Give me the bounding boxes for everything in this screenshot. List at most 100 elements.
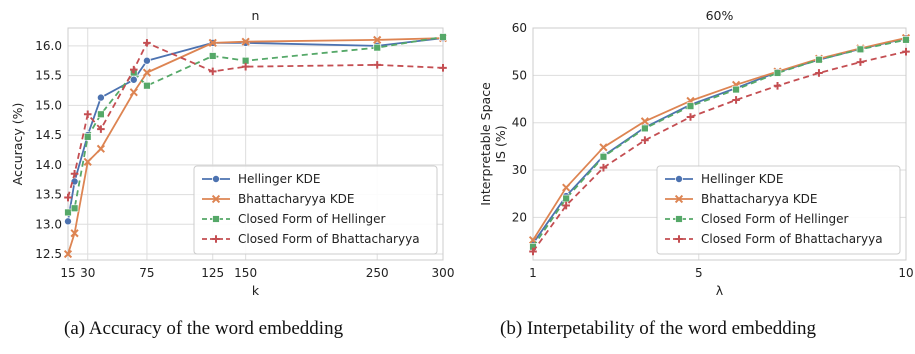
legend-box <box>656 165 901 255</box>
legend: Hellinger KDE Bhattacharyya KDE Closed For… <box>193 165 438 255</box>
legend-entry: Closed Form of Bhattacharyya <box>665 232 883 246</box>
data-point <box>373 61 382 69</box>
x-tick-label: 1 <box>529 266 537 280</box>
data-point <box>129 65 138 74</box>
data-point <box>142 56 151 65</box>
data-point <box>64 208 72 217</box>
series-line <box>67 36 444 214</box>
legend-entry: Bhattacharyya KDE <box>665 192 818 206</box>
data-point <box>209 52 217 60</box>
data-point <box>208 38 217 47</box>
data-point <box>732 96 740 104</box>
data-point <box>208 67 217 76</box>
y-tick-label: 20 <box>512 210 527 224</box>
data-point <box>83 110 92 119</box>
y-tick-label: 15.5 <box>35 69 62 83</box>
y-tick-label: 60 <box>512 21 527 35</box>
data-point <box>640 117 650 126</box>
y-axis-label: Interpretable Space <box>478 82 493 206</box>
data-point <box>96 144 106 153</box>
series-line <box>67 37 444 222</box>
y-tick-label: 50 <box>512 68 527 82</box>
y-tick-label: 30 <box>512 163 527 177</box>
plot-frame <box>67 27 444 261</box>
data-point <box>732 85 740 94</box>
caption-left: (a) Accuracy of the word embedding <box>64 318 344 339</box>
data-point <box>599 163 608 172</box>
x-tick-label: 250 <box>366 266 389 280</box>
series-closed-hellinger <box>529 36 910 251</box>
series-line <box>67 37 444 255</box>
series-line <box>67 41 444 198</box>
legend-entry: Hellinger KDE <box>665 172 783 186</box>
data-point <box>241 62 250 71</box>
legend-entry: Closed Form of Hellinger <box>202 212 386 226</box>
data-point <box>64 217 73 226</box>
y-tick-label: 40 <box>512 116 527 130</box>
data-point <box>686 113 695 121</box>
data-point <box>64 193 72 202</box>
legend-entry: Hellinger KDE <box>202 172 320 186</box>
x-tick-label: 75 <box>139 266 154 280</box>
data-point <box>815 69 823 77</box>
legend-entry: Bhattacharyya KDE <box>202 192 355 206</box>
data-point <box>129 88 138 97</box>
data-point <box>562 194 570 203</box>
legend-label: Hellinger KDE <box>701 172 783 186</box>
legend-marker <box>211 194 221 204</box>
data-point <box>143 39 151 47</box>
legend-label: Closed Form of Bhattacharyya <box>238 232 420 246</box>
legend-label: Closed Form of Hellinger <box>238 212 386 226</box>
x-axis-label: λ <box>716 283 724 298</box>
data-point <box>70 229 79 238</box>
data-point <box>641 124 649 133</box>
plot-frame <box>532 27 907 261</box>
legend-marker <box>675 215 683 223</box>
legend-entry: Closed Form of Hellinger <box>665 212 849 226</box>
series-closed-bhattacharyya <box>64 39 447 202</box>
data-point <box>373 43 381 52</box>
y-axis-label: Accuracy (%) <box>10 103 25 186</box>
y-tick-label: 13.0 <box>35 217 62 231</box>
chart-title: n <box>252 8 260 23</box>
data-point <box>562 183 571 192</box>
data-point <box>902 47 910 56</box>
y-axis-label: IS (%) <box>493 125 508 162</box>
legend-marker <box>675 174 684 183</box>
y-tick-label: 14.0 <box>35 158 62 172</box>
data-point <box>63 249 73 259</box>
legend-entry: Closed Form of Bhattacharyya <box>202 232 420 246</box>
legend-label: Bhattacharyya KDE <box>238 192 355 206</box>
x-tick-label: 15 <box>60 266 75 280</box>
legend-label: Closed Form of Hellinger <box>701 212 849 226</box>
data-point <box>599 153 608 161</box>
data-point <box>641 136 649 145</box>
data-point <box>439 33 447 41</box>
data-point <box>70 204 79 212</box>
data-point <box>599 143 608 152</box>
data-point <box>142 68 152 77</box>
x-tick-label: 300 <box>432 266 455 280</box>
data-point <box>562 201 570 210</box>
series-line <box>532 37 907 241</box>
data-point <box>686 102 695 110</box>
data-point <box>902 36 910 44</box>
y-tick-label: 14.5 <box>35 128 62 142</box>
data-point <box>83 157 92 166</box>
chart-right: 1 5 10 20 30 40 50 60 60% λ Interpretable Space IS … <box>478 8 914 298</box>
x-tick-label: 125 <box>201 266 224 280</box>
x-tick-label: 5 <box>695 266 703 280</box>
chart-left: 15 30 75 125 150 250 300 12.5 13.0 13.5 14.0 14.5 15… <box>10 8 454 298</box>
legend-marker <box>212 215 220 223</box>
data-point <box>70 169 79 178</box>
legend-marker <box>674 194 684 204</box>
data-point <box>773 81 782 90</box>
legend-box <box>193 165 438 255</box>
data-point <box>241 37 250 46</box>
y-tick-label: 12.5 <box>35 247 62 261</box>
data-point <box>773 69 782 77</box>
y-tick-label: 15.0 <box>35 98 62 112</box>
x-tick-label: 150 <box>234 266 257 280</box>
data-point <box>856 45 865 54</box>
